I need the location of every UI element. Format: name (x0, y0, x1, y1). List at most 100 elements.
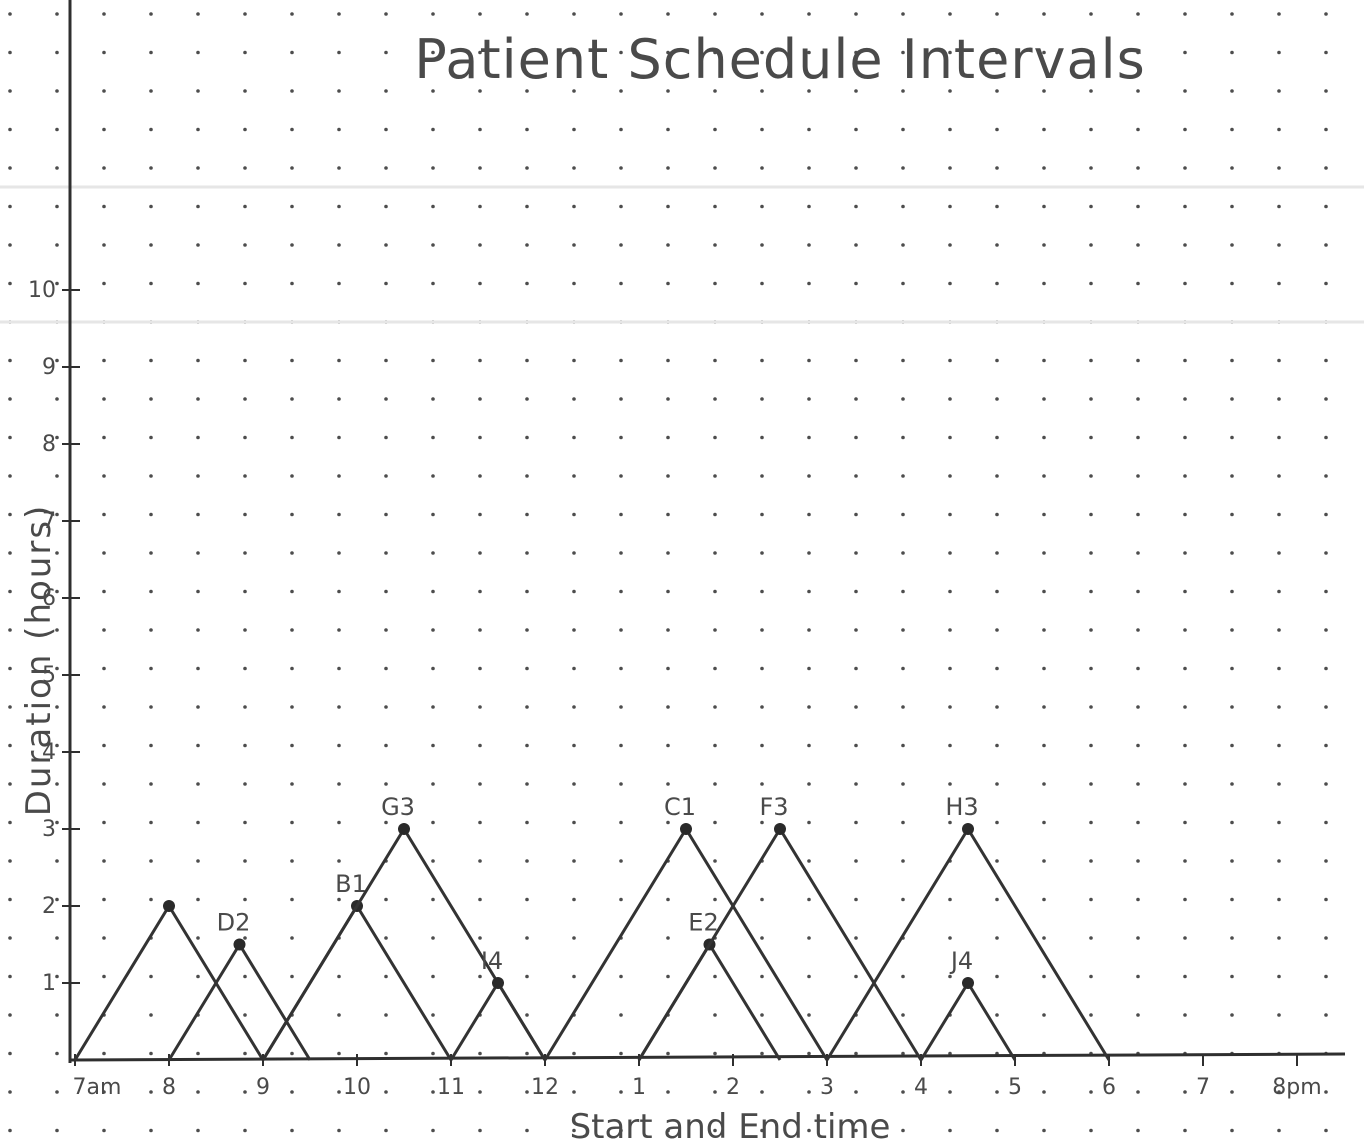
grid-dot (807, 1052, 811, 1056)
grid-dot (149, 782, 153, 786)
grid-dot (948, 205, 952, 209)
grid-dot (196, 12, 200, 16)
interval-triangle-d2 (169, 945, 310, 1061)
grid-dot (760, 551, 764, 555)
grid-dot (948, 128, 952, 132)
grid-dot (290, 51, 294, 55)
grid-dot (290, 1090, 294, 1094)
grid-dot (1136, 282, 1140, 286)
y-tick-label: 8 (42, 432, 56, 457)
grid-dot (337, 821, 341, 825)
grid-dot (290, 667, 294, 671)
grid-dot (1183, 859, 1187, 863)
grid-dot (1089, 436, 1093, 440)
grid-dot (8, 821, 12, 825)
grid-dot (760, 12, 764, 16)
grid-dot (337, 975, 341, 979)
grid-dot (1324, 1013, 1328, 1017)
grid-dot (8, 243, 12, 247)
grid-dot (1230, 1090, 1234, 1094)
grid-dot (1230, 282, 1234, 286)
grid-dot (196, 859, 200, 863)
grid-dot (431, 128, 435, 132)
grid-dot (149, 513, 153, 517)
grid-dot (1183, 513, 1187, 517)
grid-dot (290, 513, 294, 517)
grid-dot (478, 667, 482, 671)
point-label-g3: G3 (381, 793, 415, 821)
grid-dot (854, 397, 858, 401)
interval-triangle-e2 (639, 945, 780, 1061)
grid-dot (713, 359, 717, 363)
grid-dot (572, 667, 576, 671)
grid-dot (1089, 705, 1093, 709)
grid-dot (8, 166, 12, 170)
grid-dot (760, 282, 764, 286)
grid-dot (807, 551, 811, 555)
grid-dot (948, 359, 952, 363)
grid-dot (948, 436, 952, 440)
grid-dot (1136, 513, 1140, 517)
grid-dot (854, 551, 858, 555)
grid-dot (1136, 243, 1140, 247)
grid-dot (1136, 936, 1140, 940)
grid-dot (1089, 397, 1093, 401)
grid-dot (102, 1052, 106, 1056)
grid-dot (995, 821, 999, 825)
grid-dot (337, 551, 341, 555)
x-tick-label: 5 (1008, 1075, 1022, 1100)
grid-dot (995, 436, 999, 440)
grid-dot (243, 1090, 247, 1094)
grid-dot (1042, 474, 1046, 478)
grid-dot (666, 1052, 670, 1056)
grid-dot (760, 782, 764, 786)
grid-dot (1324, 282, 1328, 286)
grid-dot (102, 436, 106, 440)
grid-dot (1230, 667, 1234, 671)
grid-dot (196, 128, 200, 132)
grid-dot (807, 243, 811, 247)
grid-dot (948, 282, 952, 286)
grid-dot (1183, 821, 1187, 825)
grid-dot (948, 898, 952, 902)
grid-dot (8, 1013, 12, 1017)
grid-dot (901, 128, 905, 132)
grid-dot (995, 782, 999, 786)
grid-dot (760, 243, 764, 247)
grid-dot (760, 744, 764, 748)
grid-dot (1183, 359, 1187, 363)
grid-dot (1183, 667, 1187, 671)
grid-dot (901, 744, 905, 748)
grid-dot (149, 859, 153, 863)
grid-dot (525, 821, 529, 825)
grid-dot (1089, 166, 1093, 170)
grid-dot (337, 705, 341, 709)
grid-dot (713, 628, 717, 632)
peak-point-j4 (962, 977, 974, 989)
grid-dot (572, 859, 576, 863)
grid-dot (807, 744, 811, 748)
grid-dot (149, 89, 153, 93)
grid-dot (8, 397, 12, 401)
grid-dot (290, 436, 294, 440)
grid-dot (478, 898, 482, 902)
grid-dot (572, 12, 576, 16)
grid-dot (1183, 705, 1187, 709)
grid-dot (666, 166, 670, 170)
grid-dot (1230, 474, 1234, 478)
grid-dot (713, 821, 717, 825)
grid-dot (431, 744, 435, 748)
grid-dot (337, 1129, 341, 1133)
grid-dot (995, 166, 999, 170)
grid-dot (619, 821, 623, 825)
grid-dot (1089, 12, 1093, 16)
grid-dot (337, 1052, 341, 1056)
grid-dot (102, 859, 106, 863)
grid-dot (102, 782, 106, 786)
point-label-d2: D2 (217, 909, 251, 937)
grid-dot (1183, 551, 1187, 555)
grid-dot (807, 821, 811, 825)
grid-dot (102, 513, 106, 517)
grid-dot (1277, 975, 1281, 979)
grid-dot (1277, 89, 1281, 93)
